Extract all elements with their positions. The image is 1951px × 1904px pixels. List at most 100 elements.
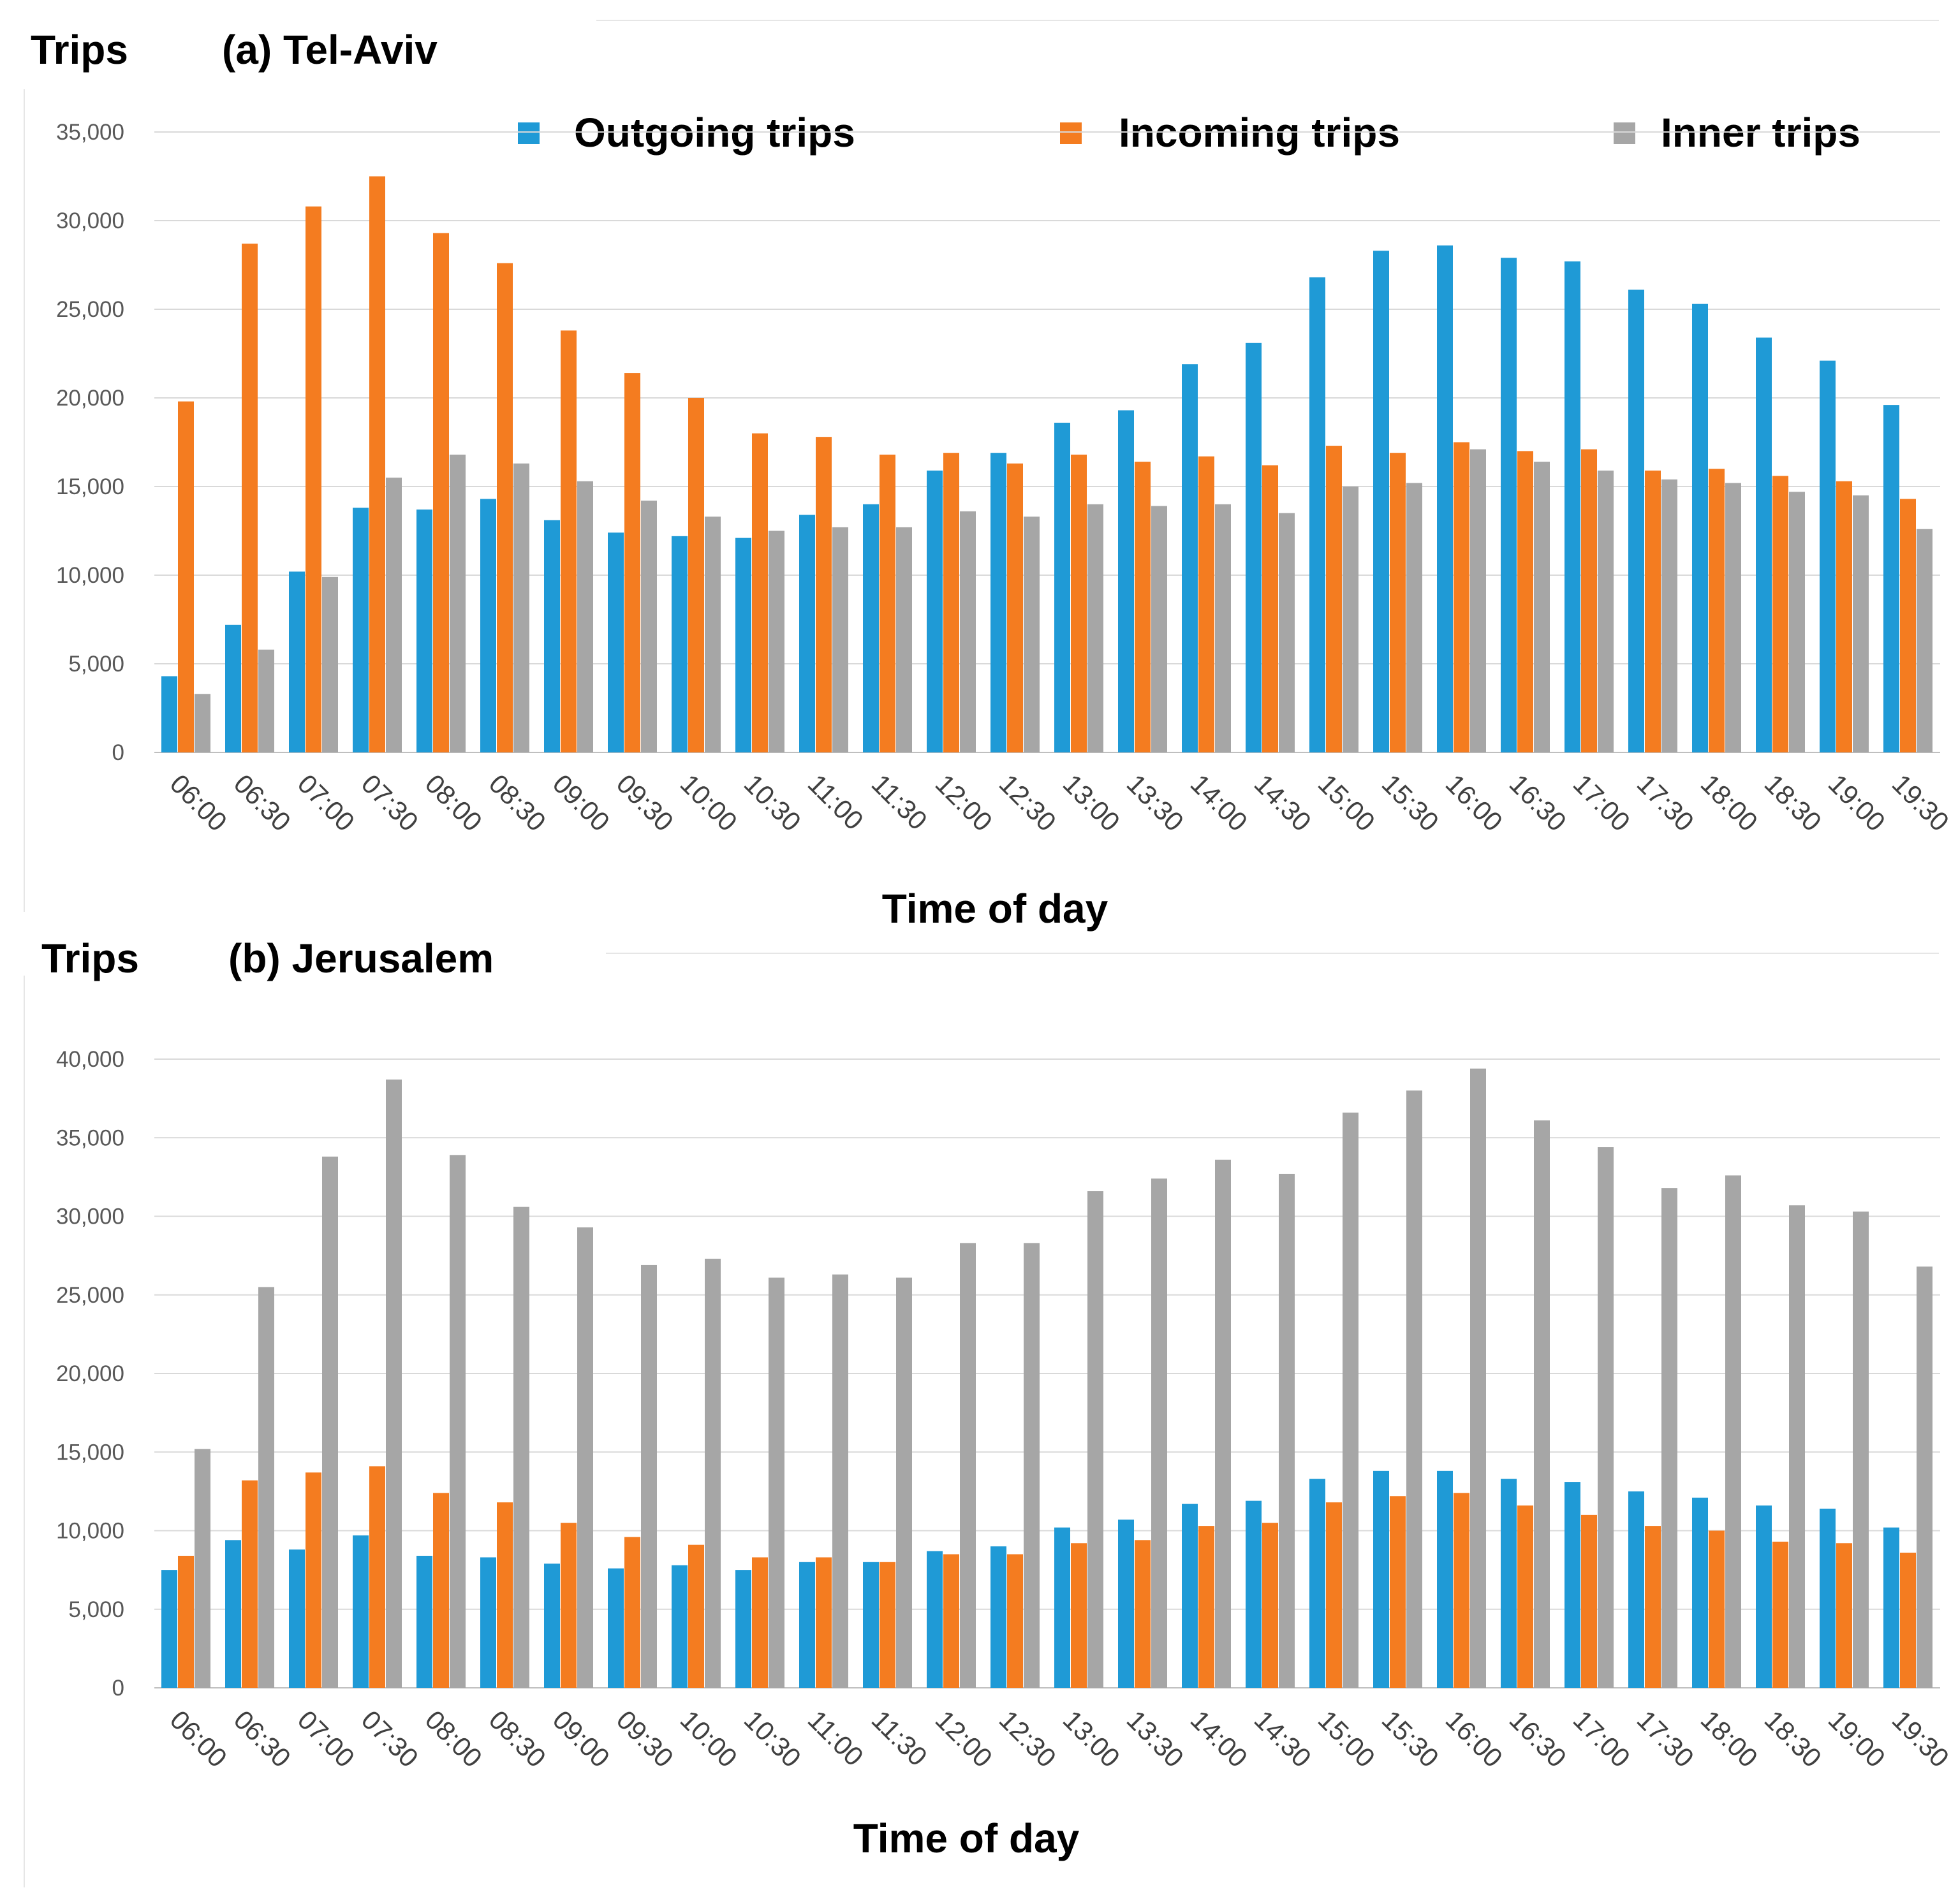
bar-outgoing-1930: [1883, 405, 1899, 752]
bar-outgoing-1430: [1246, 342, 1262, 752]
bar-incoming-1800: [1709, 469, 1725, 752]
bar-incoming-0630: [242, 244, 258, 752]
bar-incoming-1330: [1135, 1540, 1151, 1688]
bar-outgoing-1000: [672, 1565, 688, 1688]
bar-outgoing-1930: [1883, 1527, 1899, 1688]
bar-inner-1700: [1598, 1147, 1614, 1688]
bar-outgoing-1500: [1309, 277, 1325, 753]
bar-inner-1900: [1853, 1212, 1869, 1688]
bar-incoming-1100: [816, 1557, 832, 1688]
bar-outgoing-1830: [1756, 337, 1772, 752]
bar-incoming-1400: [1198, 456, 1214, 752]
y-tick-label: 25,000: [56, 1283, 124, 1308]
bar-incoming-0700: [306, 206, 321, 752]
bar-outgoing-1130: [863, 504, 879, 752]
bar-inner-1330: [1151, 1178, 1167, 1688]
y-tick-label: 35,000: [56, 120, 124, 145]
panel-a-ylabel: Trips: [31, 27, 128, 73]
bar-incoming-0800: [433, 233, 449, 753]
bar-inner-1100: [832, 1274, 848, 1688]
bar-incoming-1930: [1900, 1553, 1916, 1688]
bar-outgoing-0830: [480, 499, 496, 752]
bar-incoming-1930: [1900, 499, 1916, 752]
bar-incoming-1130: [880, 454, 895, 752]
bar-inner-1800: [1725, 483, 1741, 752]
bar-outgoing-0900: [544, 520, 560, 752]
bar-inner-1830: [1789, 1205, 1805, 1688]
bar-incoming-1030: [752, 433, 768, 752]
bar-outgoing-1700: [1564, 1482, 1580, 1688]
bar-outgoing-0830: [480, 1557, 496, 1688]
bar-incoming-0600: [178, 401, 194, 752]
bar-inner-1400: [1215, 504, 1231, 752]
bar-inner-1430: [1279, 513, 1295, 752]
bar-inner-1230: [1024, 1243, 1040, 1688]
bar-incoming-0830: [497, 1502, 513, 1688]
bar-incoming-1830: [1772, 1541, 1788, 1688]
y-tick-label: 10,000: [56, 563, 124, 588]
bar-inner-1730: [1661, 1188, 1677, 1688]
bar-incoming-1430: [1262, 1523, 1278, 1688]
legend-swatch-outgoing: [518, 122, 540, 144]
bar-incoming-1900: [1836, 481, 1852, 752]
bar-inner-1600: [1470, 1068, 1486, 1688]
bar-inner-0600: [195, 1449, 210, 1688]
bar-inner-0730: [386, 478, 402, 752]
bar-outgoing-1800: [1692, 304, 1708, 752]
bar-inner-0630: [258, 649, 274, 752]
bar-incoming-1730: [1645, 470, 1661, 752]
panel-b-xlabel: Time of day: [853, 1815, 1080, 1861]
bar-incoming-0930: [624, 373, 640, 752]
bar-incoming-1200: [943, 453, 959, 752]
panel-a-xlabel: Time of day: [882, 886, 1108, 932]
bar-incoming-0800: [433, 1493, 449, 1688]
bar-outgoing-1000: [672, 536, 688, 752]
bar-inner-0800: [450, 454, 466, 752]
panel-b-ylabel: Trips: [41, 935, 139, 981]
bar-incoming-1230: [1007, 1554, 1023, 1688]
y-tick-label: 30,000: [56, 1205, 124, 1229]
panel-a-y-ticks: 0 5,000 10,000 15,000 20,000 25,000 30,000 35,0…: [56, 120, 124, 765]
bar-inner-1200: [960, 1243, 976, 1688]
bar-inner-1400: [1215, 1159, 1231, 1688]
bar-incoming-0900: [561, 330, 577, 752]
bar-incoming-1830: [1772, 476, 1788, 752]
bar-inner-1930: [1917, 1266, 1933, 1688]
bar-outgoing-1900: [1820, 360, 1836, 752]
bar-outgoing-1700: [1564, 261, 1580, 752]
bar-inner-1430: [1279, 1173, 1295, 1688]
bar-inner-1230: [1024, 516, 1040, 752]
bar-outgoing-1600: [1437, 1470, 1453, 1688]
bar-inner-1500: [1343, 1112, 1358, 1688]
bar-inner-1130: [896, 1277, 912, 1688]
bar-inner-1130: [896, 527, 912, 752]
bar-inner-1000: [705, 1259, 721, 1688]
bar-outgoing-1730: [1628, 289, 1644, 752]
bar-inner-1600: [1470, 449, 1486, 752]
bar-incoming-0830: [497, 263, 513, 753]
bar-inner-0700: [322, 576, 338, 752]
bar-outgoing-0630: [225, 1540, 241, 1688]
bar-outgoing-0900: [544, 1563, 560, 1688]
y-tick-label: 35,000: [56, 1125, 124, 1150]
bar-outgoing-1400: [1182, 1504, 1198, 1688]
bar-outgoing-0730: [353, 508, 369, 752]
y-tick-label: 20,000: [56, 1361, 124, 1386]
bar-incoming-1900: [1836, 1543, 1852, 1688]
y-tick-label: 10,000: [56, 1519, 124, 1544]
bar-outgoing-1100: [799, 1562, 815, 1688]
bar-incoming-1100: [816, 437, 832, 752]
panel-b-bars: [161, 1068, 1933, 1688]
bar-incoming-1530: [1390, 453, 1406, 752]
bar-outgoing-0700: [289, 1549, 305, 1688]
bar-inner-1630: [1534, 1120, 1550, 1688]
y-tick-label: 5,000: [68, 1597, 124, 1622]
bar-inner-0830: [513, 463, 529, 752]
bar-outgoing-0700: [289, 571, 305, 752]
bar-inner-0930: [641, 501, 657, 752]
bar-inner-1700: [1598, 470, 1614, 752]
bar-outgoing-1730: [1628, 1491, 1644, 1688]
bar-outgoing-0730: [353, 1535, 369, 1688]
bar-outgoing-1230: [990, 453, 1006, 752]
bar-outgoing-1200: [927, 1551, 943, 1688]
